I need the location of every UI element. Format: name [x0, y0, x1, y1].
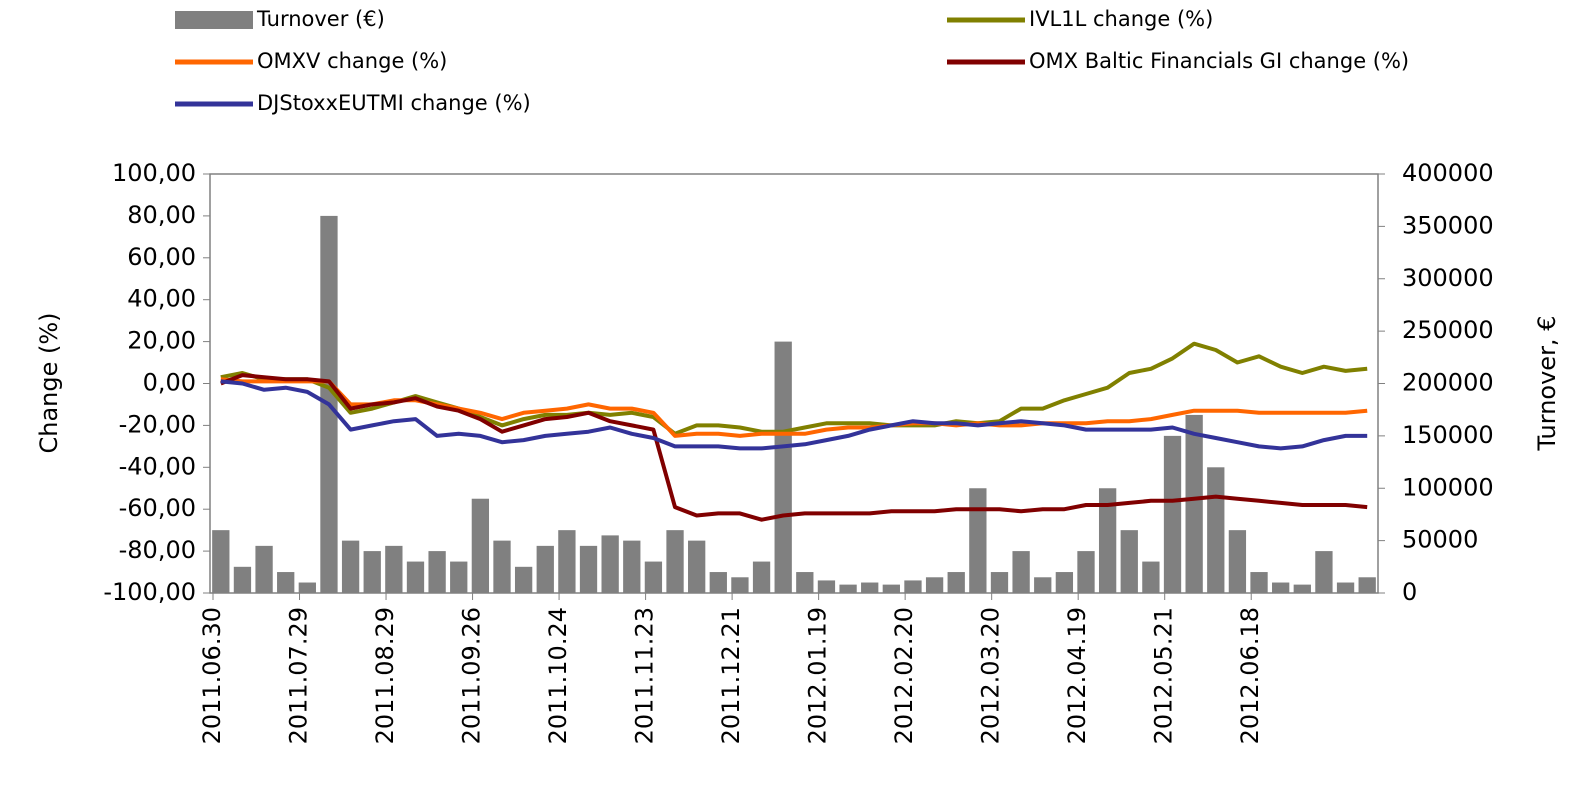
y-tick-label: -60,00: [119, 494, 196, 522]
turnover-bar: [212, 530, 230, 593]
y2-tick-label: 100000: [1402, 473, 1494, 501]
turnover-bar: [428, 551, 446, 593]
y-tick-label: 40,00: [127, 285, 196, 313]
turnover-bar: [579, 545, 598, 593]
turnover-bar: [493, 540, 511, 593]
turnover-bar: [1142, 561, 1160, 593]
turnover-bar: [255, 545, 273, 593]
y-tick-label: 100,00: [112, 159, 196, 187]
turnover-bar: [947, 572, 965, 593]
y2-tick-label: 0: [1402, 578, 1417, 606]
y2-tick-label: 150000: [1402, 421, 1494, 449]
turnover-bar: [969, 488, 987, 593]
y-tick-label: 20,00: [127, 327, 196, 355]
turnover-bar: [1034, 577, 1052, 593]
y2-tick-label: 300000: [1402, 264, 1494, 292]
x-tick-label: 2012.03.20: [977, 607, 1005, 744]
y-tick-label: -100,00: [103, 578, 196, 606]
y2-tick-label: 50000: [1402, 526, 1478, 554]
turnover-bar: [1358, 577, 1376, 593]
y2-tick-label: 200000: [1402, 369, 1494, 397]
turnover-bar: [1120, 530, 1138, 593]
turnover-bar: [1012, 551, 1030, 593]
x-tick-label: 2011.07.29: [285, 607, 313, 744]
y2-tick-label: 400000: [1402, 159, 1494, 187]
turnover-bar: [904, 580, 922, 593]
y-tick-label: 0,00: [143, 369, 196, 397]
turnover-bar: [1315, 551, 1333, 593]
x-tick-label: 2011.09.26: [458, 607, 486, 744]
turnover-bar: [882, 584, 900, 593]
y-tick-label: -40,00: [119, 452, 196, 480]
y2-axis-title: Turnover, €: [1533, 316, 1561, 452]
x-tick-label: 2011.06.30: [198, 607, 226, 744]
line-series: [220, 379, 1368, 451]
turnover-bar: [1055, 572, 1074, 593]
turnover-bar: [1163, 435, 1182, 593]
legend-swatch: [175, 11, 253, 29]
turnover-bar: [1185, 414, 1203, 593]
legend-label: OMX Baltic Financials GI change (%): [1029, 49, 1409, 73]
turnover-bar: [1272, 582, 1290, 593]
turnover-bar: [233, 566, 252, 593]
turnover-bar: [990, 572, 1009, 593]
x-tick-label: 2012.04.19: [1063, 607, 1091, 744]
x-tick-label: 2011.11.23: [631, 607, 659, 744]
legend-label: OMXV change (%): [257, 49, 447, 73]
turnover-bar: [709, 572, 727, 593]
turnover-bar: [1077, 551, 1095, 593]
turnover-bar: [731, 577, 749, 593]
legend-label: IVL1L change (%): [1029, 7, 1213, 31]
y-axis-title: Change (%): [35, 312, 63, 453]
x-tick-label: 2012.06.18: [1236, 607, 1264, 744]
turnover-bar: [644, 561, 663, 593]
turnover-bar: [774, 341, 792, 593]
line-series: [220, 373, 1368, 522]
turnover-bar: [450, 561, 468, 593]
x-tick-label: 2012.01.19: [804, 607, 832, 744]
x-tick-label: 2011.10.24: [544, 607, 572, 744]
x-tick-label: 2011.08.29: [371, 607, 399, 744]
turnover-bar: [601, 535, 619, 593]
turnover-bar: [1207, 467, 1225, 593]
turnover-bar: [385, 545, 403, 593]
turnover-bar: [1098, 488, 1117, 593]
y2-tick-label: 250000: [1402, 316, 1494, 344]
turnover-bar: [925, 577, 944, 593]
legend-label: Turnover (€): [256, 7, 385, 31]
turnover-bar: [341, 540, 360, 593]
turnover-bar: [471, 498, 490, 593]
turnover-bar: [796, 572, 814, 593]
y-tick-label: -20,00: [119, 410, 196, 438]
turnover-bar: [752, 561, 771, 593]
turnover-bar: [839, 584, 857, 593]
turnover-bar: [514, 566, 533, 593]
turnover-bar: [666, 530, 684, 593]
turnover-bar: [623, 540, 641, 593]
y-tick-label: 80,00: [127, 201, 196, 229]
turnover-bar: [1250, 572, 1268, 593]
turnover-bar: [1336, 582, 1355, 593]
turnover-bar: [1228, 530, 1247, 593]
turnover-bar: [536, 545, 554, 593]
turnover-bar: [688, 540, 706, 593]
legend-label: DJStoxxEUTMI change (%): [257, 91, 531, 115]
x-tick-label: 2011.12.21: [717, 607, 745, 744]
x-tick-label: 2012.02.20: [890, 607, 918, 744]
y-tick-label: -80,00: [119, 536, 196, 564]
turnover-bar: [817, 580, 836, 593]
turnover-bar: [861, 582, 879, 593]
turnover-bar: [406, 561, 425, 593]
turnover-bar: [363, 551, 381, 593]
y2-tick-label: 350000: [1402, 211, 1494, 239]
x-tick-label: 2012.05.21: [1150, 607, 1178, 744]
turnover-bar: [298, 582, 316, 593]
y-tick-label: 60,00: [127, 243, 196, 271]
turnover-bar: [558, 530, 576, 593]
turnover-bar: [1293, 584, 1311, 593]
turnover-bar: [277, 572, 295, 593]
